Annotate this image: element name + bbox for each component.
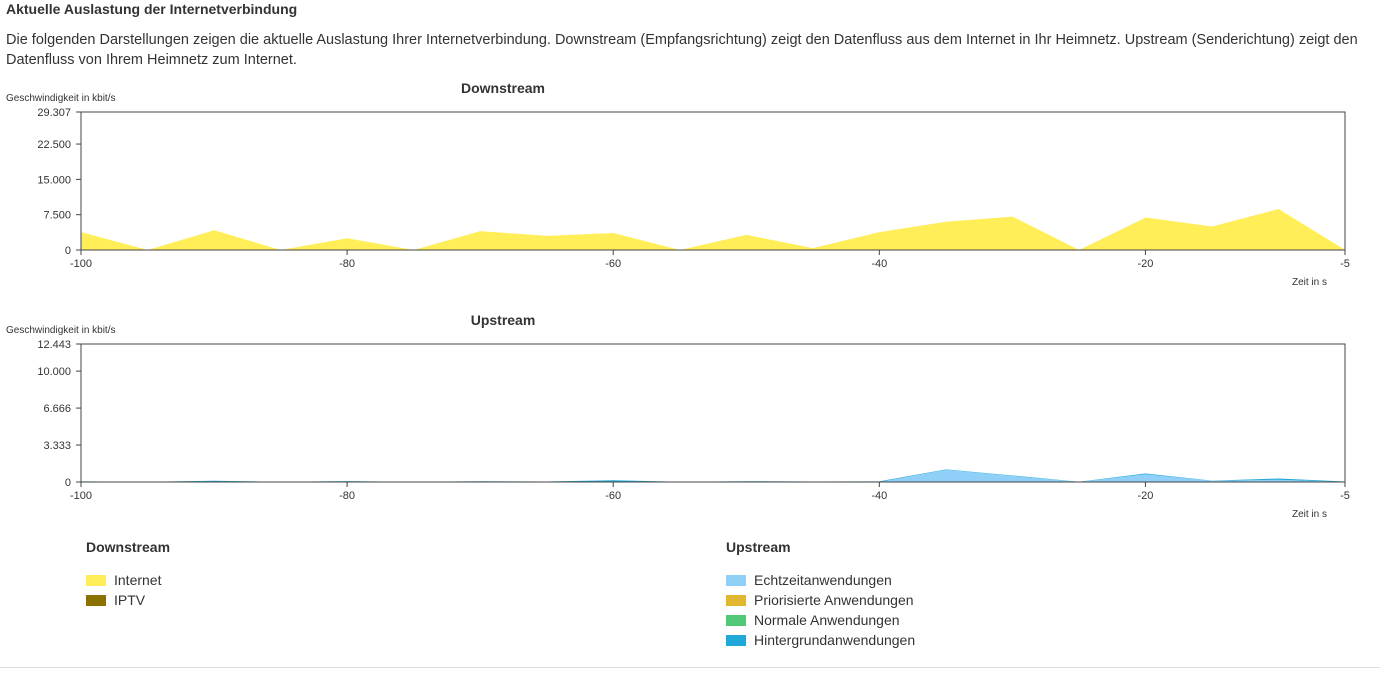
upstream-x-tick-label-5: -5 [1340, 490, 1350, 502]
legend-item-internet: Internet [86, 570, 170, 590]
legend-label-echtzeit: Echtzeitanwendungen [754, 572, 892, 588]
upstream-y-tick-label-0: 0 [65, 477, 71, 489]
upstream-y-tick-label-1: 3.333 [43, 440, 71, 452]
legend-downstream-title: Downstream [86, 539, 171, 555]
downstream-y-tick-label-0: 0 [65, 245, 71, 257]
upstream-plot-frame [80, 343, 1346, 483]
downstream-chart: Downstream Geschwindigkeit in kbit/s 0 7.50… [6, 80, 1350, 288]
legend-upstream-title: Upstream [726, 539, 791, 555]
legend-item-hintergrund: Hintergrundanwendungen [726, 630, 915, 650]
legend-swatch-hintergrund [726, 634, 746, 646]
bottom-divider [0, 667, 1380, 668]
downstream-y-tick-label-4: 29.307 [37, 107, 71, 119]
legend-item-echtzeit: Echtzeitanwendungen [726, 570, 915, 590]
legend-label-iptv: IPTV [114, 592, 146, 608]
upstream-x-axis-label: Zeit in s [1292, 509, 1327, 520]
legend-item-iptv: IPTV [86, 590, 170, 610]
downstream-x-tick-label-4: -20 [1137, 258, 1153, 270]
downstream-x-tick-label-1: -80 [339, 258, 355, 270]
legend-swatch-internet [86, 574, 106, 586]
downstream-x-axis-label: Zeit in s [1292, 277, 1327, 288]
upstream-x-tick-label-1: -80 [339, 490, 355, 502]
legend-label-priorisiert: Priorisierte Anwendungen [754, 592, 914, 608]
legend-swatch-echtzeit [726, 574, 746, 586]
upstream-x-tick-label-4: -20 [1137, 490, 1153, 502]
downstream-x-tick-label-3: -40 [871, 258, 887, 270]
downstream-chart-title: Downstream [461, 80, 545, 96]
legend-swatch-normal [726, 614, 746, 626]
upstream-y-axis-label: Geschwindigkeit in kbit/s [6, 325, 116, 336]
upstream-series-hintergrundanwendungen [81, 469, 1345, 482]
legend-item-normal: Normale Anwendungen [726, 610, 915, 630]
upstream-x-tick-label-2: -60 [605, 490, 621, 502]
page-description: Die folgenden Darstellungen zeigen die a… [6, 32, 1358, 68]
legend-swatch-iptv [86, 594, 106, 606]
page-title: Aktuelle Auslastung der Internetverbindu… [6, 1, 298, 17]
downstream-plot-frame [80, 111, 1346, 251]
legend-upstream: Upstream Echtzeitanwendungen Priorisiert… [726, 538, 915, 650]
legend-label-internet: Internet [114, 572, 162, 588]
upstream-x-tick-label-3: -40 [871, 490, 887, 502]
legend-item-priorisiert: Priorisierte Anwendungen [726, 590, 915, 610]
upstream-series-echtzeitanwendungen [81, 469, 1345, 482]
legend-swatch-priorisiert [726, 594, 746, 606]
legend-downstream: Downstream Internet IPTV [86, 538, 170, 610]
downstream-x-tick-label-0: -100 [70, 258, 92, 270]
upstream-chart-title: Upstream [471, 312, 536, 328]
legend-label-normal: Normale Anwendungen [754, 612, 900, 628]
downstream-x-tick-label-5: -5 [1340, 258, 1350, 270]
legend-label-hintergrund: Hintergrundanwendungen [754, 632, 916, 648]
downstream-y-axis-label: Geschwindigkeit in kbit/s [6, 93, 116, 104]
downstream-y-tick-label-1: 7.500 [43, 210, 71, 222]
downstream-series-internet [81, 209, 1345, 250]
downstream-y-tick-label-3: 22.500 [37, 139, 71, 151]
upstream-chart: Upstream Geschwindigkeit in kbit/s 0 3.333 6… [6, 312, 1350, 520]
upstream-x-tick-label-0: -100 [70, 490, 92, 502]
upstream-y-tick-label-2: 6.666 [43, 403, 71, 415]
downstream-y-tick-label-2: 15.000 [37, 174, 71, 186]
upstream-y-tick-label-3: 10.000 [37, 366, 71, 378]
downstream-x-tick-label-2: -60 [605, 258, 621, 270]
upstream-y-tick-label-4: 12.443 [37, 339, 71, 351]
